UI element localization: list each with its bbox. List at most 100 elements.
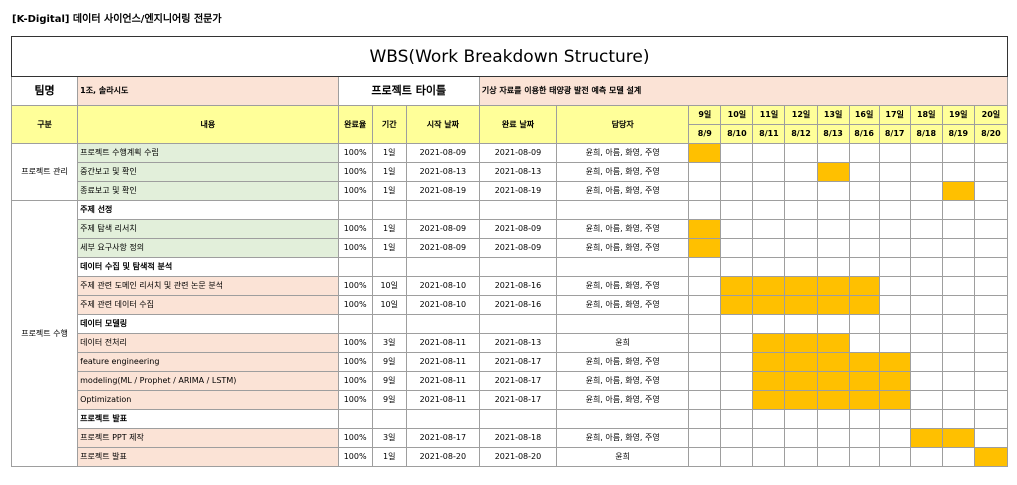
completion-cell: 100% [337,447,373,467]
gantt-cell-filled [752,390,786,410]
empty-cell [371,257,407,277]
gantt-cell [941,276,975,296]
date-label: 8/10 [720,124,754,144]
empty-cell [405,200,480,220]
task-row: 주제 탐색 리서치 100% 1일 2021-08-09 2021-08-09 윤희, 아… [12,219,1009,239]
gantt-cell [848,238,880,258]
gantt-cell [848,409,880,429]
owner-cell: 윤희, 아름, 화영, 주영 [556,352,690,372]
start-date-cell: 2021-08-19 [405,181,480,201]
duration-cell: 1일 [371,219,407,239]
gantt-cell [720,181,754,201]
empty-cell [371,200,407,220]
gantt-cell [688,390,722,410]
gantt-cell [784,181,818,201]
end-date-cell: 2021-08-16 [478,276,558,296]
empty-cell [478,200,558,220]
empty-cell [556,409,690,429]
gantt-cell [688,371,722,391]
gantt-cell-filled [816,371,850,391]
completion-cell: 100% [337,238,373,258]
completion-cell: 100% [337,352,373,372]
duration-cell: 1일 [371,143,407,163]
gantt-cell [720,371,754,391]
gantt-cell-filled [784,276,818,296]
gantt-cell-filled [720,295,754,315]
header-note: [K-Digital] 데이터 사이언스/엔지니어링 전문가 [12,14,222,25]
gantt-cell [941,257,975,277]
col-end: 완료 날짜 [478,105,558,144]
duration-cell: 3일 [371,333,407,353]
task-name: 세부 요구사항 정의 [77,238,339,258]
gantt-cell [816,409,850,429]
end-date-cell: 2021-08-16 [478,295,558,315]
gantt-cell [816,181,850,201]
gantt-cell [909,314,943,334]
empty-cell [556,314,690,334]
duration-cell: 10일 [371,276,407,296]
gantt-cell [973,371,1009,391]
gantt-cell [816,447,850,467]
gantt-cell [973,390,1009,410]
task-row: feature engineering 100% 9일 2021-08-11 2021-… [12,352,1009,372]
completion-cell: 100% [337,276,373,296]
task-name: 프로젝트 발표 [77,409,339,429]
col-start: 시작 날짜 [405,105,480,144]
end-date-cell: 2021-08-09 [478,238,558,258]
project-label: 프로젝트 타이틀 [337,76,480,106]
task-name: 중간보고 및 확인 [77,162,339,182]
gantt-cell [941,219,975,239]
task-name: 주제 탐색 리서치 [77,219,339,239]
gantt-cell [688,162,722,182]
task-row: 주제 관련 데이터 수집 100% 10일 2021-08-10 2021-08-16 윤… [12,295,1009,315]
gantt-cell [816,428,850,448]
col-completion: 완료율 [337,105,373,144]
gantt-cell [720,390,754,410]
gantt-cell [752,428,786,448]
gantt-cell [909,257,943,277]
task-row: 데이터 전처리 100% 3일 2021-08-11 2021-08-13 윤희 [12,333,1009,353]
gantt-cell [752,238,786,258]
gantt-cell [878,276,911,296]
start-date-cell: 2021-08-11 [405,371,480,391]
gantt-cell [848,428,880,448]
day-label: 11일 [752,105,786,125]
team-row: 팀명 1조, 솔라시도 프로젝트 타이틀 기상 자료를 이용한 태양광 발전 예… [10,76,1009,106]
col-category: 구분 [10,105,79,144]
completion-cell: 100% [337,428,373,448]
gantt-cell [941,352,975,372]
duration-cell: 3일 [371,428,407,448]
gantt-cell-filled [784,371,818,391]
gantt-cell [878,409,911,429]
team-label: 팀명 [10,76,79,106]
start-date-cell: 2021-08-09 [405,219,480,239]
empty-cell [371,409,407,429]
gantt-cell-filled [688,143,722,163]
gantt-cell-filled [973,447,1009,467]
end-date-cell: 2021-08-09 [478,219,558,239]
gantt-cell [909,409,943,429]
gantt-cell [720,200,754,220]
task-row: 세부 요구사항 정의 100% 1일 2021-08-09 2021-08-09 윤희, … [12,238,1009,258]
section-row: 데이터 모델링 [12,314,1009,334]
gantt-cell [848,257,880,277]
gantt-cell [720,314,754,334]
gantt-cell [816,200,850,220]
gantt-cell [878,447,911,467]
gantt-cell [878,219,911,239]
gantt-cell [973,162,1009,182]
gantt-cell [752,143,786,163]
gantt-cell [878,295,911,315]
date-label: 8/19 [941,124,975,144]
owner-cell: 윤희, 아름, 화영, 주영 [556,390,690,410]
task-name: 종료보고 및 확인 [77,181,339,201]
duration-cell: 10일 [371,295,407,315]
start-date-cell: 2021-08-09 [405,238,480,258]
gantt-cell [909,219,943,239]
gantt-cell-filled [816,390,850,410]
task-name: 주제 선정 [77,200,339,220]
owner-cell: 윤희, 아름, 화영, 주영 [556,219,690,239]
completion-cell: 100% [337,181,373,201]
gantt-cell [941,200,975,220]
end-date-cell: 2021-08-13 [478,333,558,353]
